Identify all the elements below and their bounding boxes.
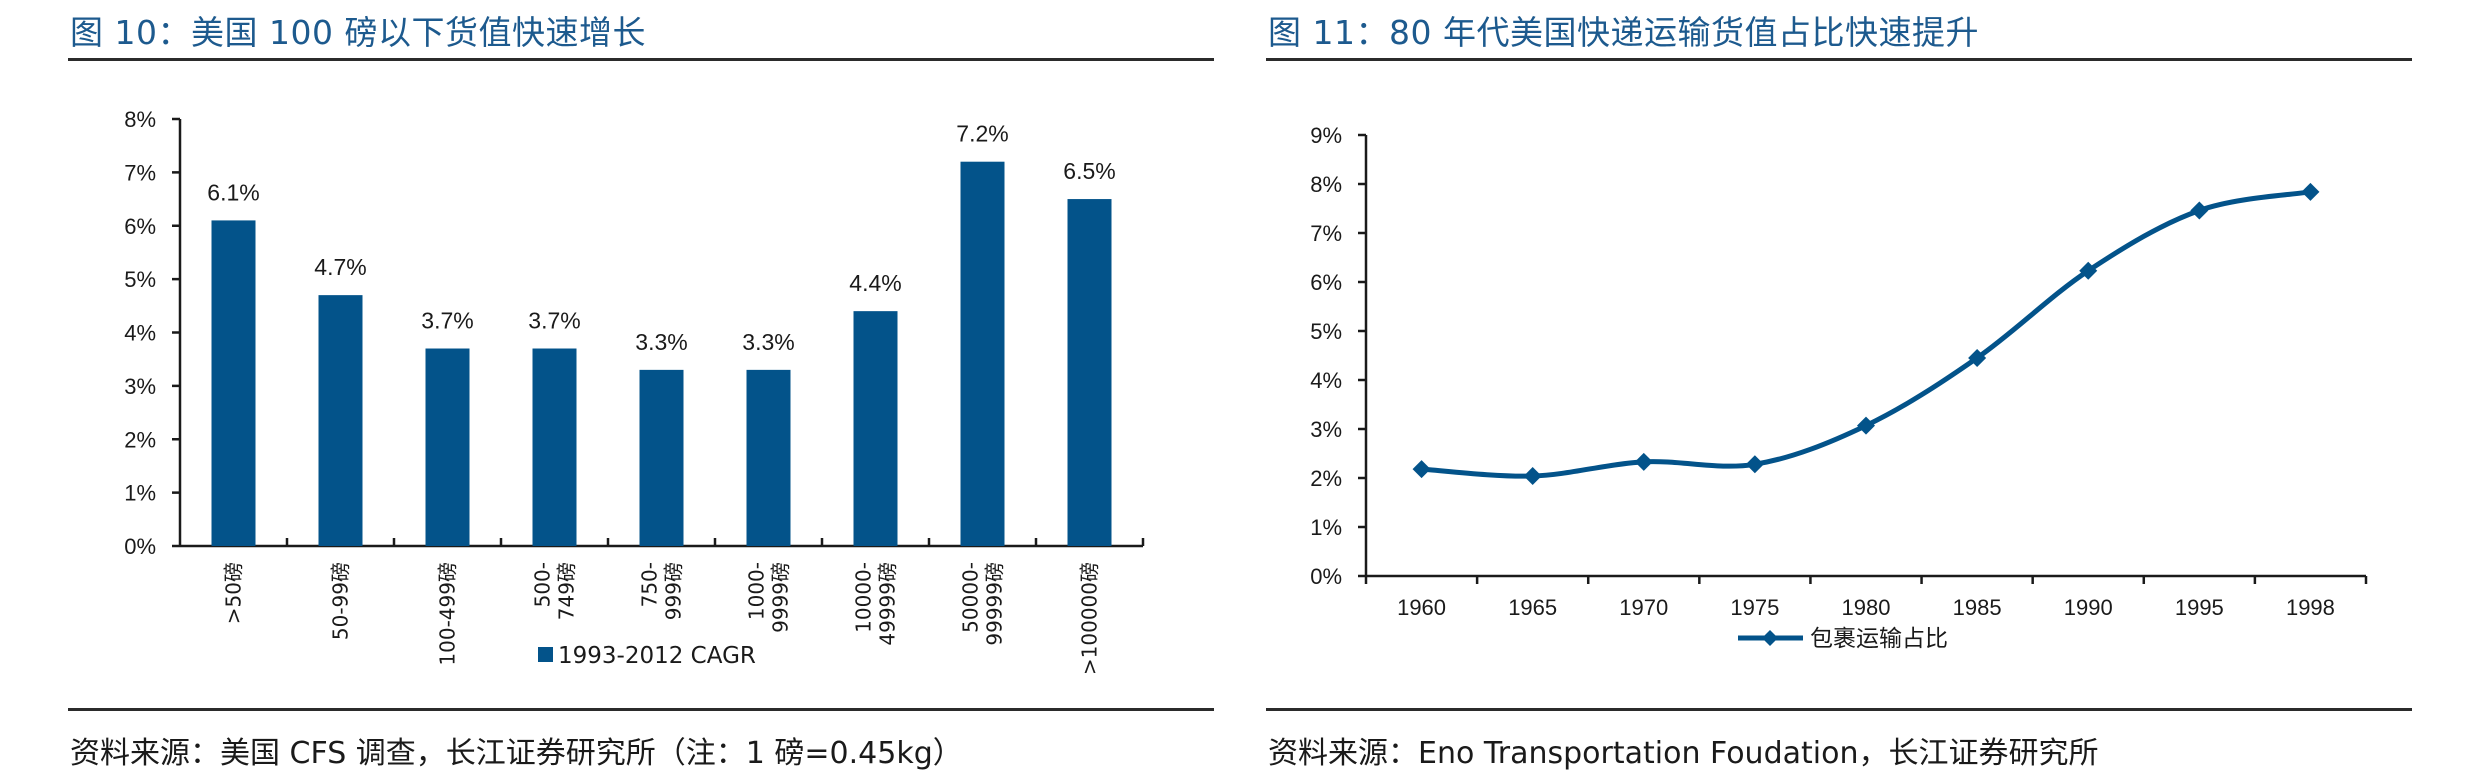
bar-category-label: 99999磅 [983,562,1007,646]
bar-data-label: 6.5% [1063,158,1115,184]
bar-data-label: 3.3% [742,329,794,355]
bar [532,348,577,546]
bar-y-tick-label: 4% [124,321,156,346]
bar [960,161,1005,546]
bar-category-label: 1000- [745,562,769,620]
bar-category-label: >100000磅 [1078,562,1102,675]
bar-category-label: 50000- [959,562,983,633]
bar-category-label: 500- [531,562,555,607]
diamond-marker-icon [1857,416,1875,435]
line-y-tick-label: 7% [1310,221,1342,246]
diamond-marker-icon [2190,201,2209,220]
bar [1067,199,1112,546]
bar-data-label: 3.7% [421,308,473,334]
bar-chart: 0% 1% 2% 3% 4% 5% 6% 7% 8% 6.1% >50磅 4.7% 50-99磅 3.7%… [124,107,1145,675]
bar-y-tick-label: 6% [124,214,156,239]
bar-category-label: >50磅 [222,562,246,624]
line-x-tick-label: 1975 [1730,595,1779,620]
line-x-tick-label: 1990 [2064,595,2113,620]
bar-category-label: 999磅 [662,562,686,620]
line-x-tick-label: 1970 [1619,595,1668,620]
line-x-tick-label: 1960 [1397,595,1446,620]
diamond-marker-icon [2079,261,2098,280]
bar [425,348,470,546]
line-y-tick-label: 1% [1310,515,1342,540]
bar-data-label: 7.2% [956,121,1008,147]
line-chart: 0% 1% 2% 3% 4% 5% 6% 7% 8% 9% 1960 1965 1970 1975 1980… [1310,123,2368,652]
diamond-marker-icon [1745,455,1764,474]
bar-data-label: 6.1% [207,179,259,205]
line-x-tick-label: 1965 [1508,595,1557,620]
line-y-tick-label: 8% [1310,172,1342,197]
diamond-marker-icon [1634,452,1653,471]
line-x-tick-label: 1980 [1842,595,1891,620]
bar [318,295,363,546]
legend-swatch-icon [538,647,553,662]
diamond-marker-icon [2301,182,2320,201]
bar [746,369,791,546]
bar-category-label: 50-99磅 [329,562,353,640]
left-source-rule [68,708,1214,711]
bar-y-tick-label: 3% [124,374,156,399]
line-y-tick-label: 5% [1310,319,1342,344]
left-title-rule [68,58,1214,61]
bar-y-tick-label: 7% [124,160,156,185]
bar-data-label: 3.7% [528,308,580,334]
bar [639,369,684,546]
bar-data-label: 3.3% [635,329,687,355]
bar-y-tick-label: 1% [124,481,156,506]
line-y-tick-label: 0% [1310,564,1342,589]
right-source-note: 资料来源：Eno Transportation Foudation，长江证券研究… [1268,736,2099,771]
diamond-marker-icon [1523,467,1542,486]
bar-category-label: 49999磅 [876,562,900,646]
legend-label: 包裹运输占比 [1810,626,1948,652]
bar-category-label: 100-499磅 [436,562,460,666]
line-x-tick-label: 1995 [2175,595,2224,620]
bar-data-label: 4.7% [314,254,366,280]
bar-category-label: 750- [638,562,662,607]
line-x-tick-label: 1985 [1953,595,2002,620]
legend-label: 1993-2012 CAGR [558,643,756,669]
legend-diamond-icon [1762,630,1778,646]
line-y-tick-label: 9% [1310,123,1342,148]
line-y-tick-label: 3% [1310,417,1342,442]
line-x-tick-label: 1998 [2286,595,2335,620]
bar [211,220,256,546]
diamond-marker-icon [1968,348,1987,367]
bar-category-label: 749磅 [555,562,579,620]
bar-y-tick-label: 2% [124,427,156,452]
bar-data-label: 4.4% [849,270,901,296]
bar-category-label: 9999磅 [769,562,793,633]
line-y-tick-label: 6% [1310,270,1342,295]
bar [853,311,898,546]
left-chart-title: 图 10：美国 100 磅以下货值快速增长 [70,13,646,52]
left-source-note: 资料来源：美国 CFS 调查，长江证券研究所（注：1 磅=0.45kg） [70,736,963,771]
right-chart-title: 图 11：80 年代美国快递运输货值占比快速提升 [1268,13,1979,52]
right-title-rule [1266,58,2412,61]
bar-category-label: 10000- [852,562,876,633]
bar-y-tick-label: 5% [124,267,156,292]
line-y-tick-label: 4% [1310,368,1342,393]
bar-y-tick-label: 0% [124,534,156,559]
diamond-marker-icon [1412,460,1431,479]
right-source-rule [1266,708,2412,711]
bar-y-tick-label: 8% [124,107,156,132]
line-y-tick-label: 2% [1310,466,1342,491]
